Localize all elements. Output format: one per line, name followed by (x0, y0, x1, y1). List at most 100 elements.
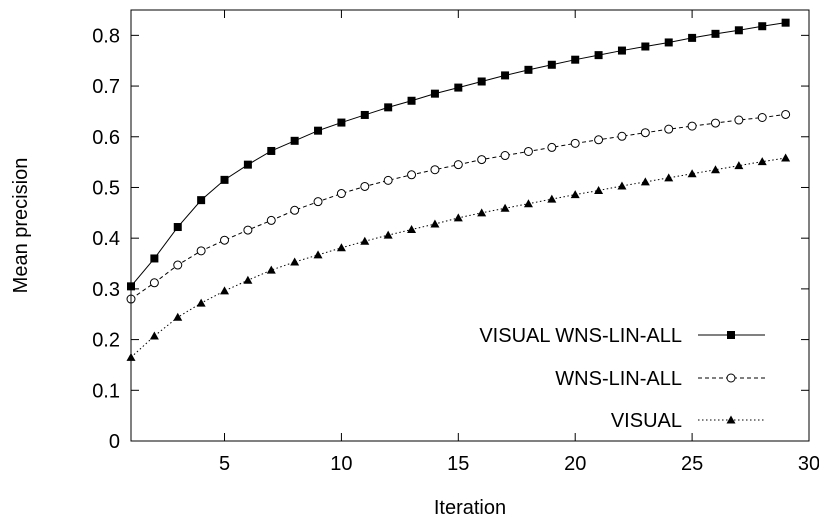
data-point (641, 42, 650, 51)
data-point (266, 215, 276, 225)
data-point (501, 71, 510, 80)
data-point (734, 26, 743, 35)
data-point (570, 138, 580, 148)
data-point (313, 250, 323, 259)
data-point (664, 124, 674, 134)
x-tick-label: 15 (447, 453, 469, 475)
x-tick-label: 25 (681, 453, 703, 475)
data-point (594, 135, 604, 145)
y-tick-label: 0 (109, 431, 120, 453)
data-point (734, 161, 744, 170)
data-point (594, 51, 603, 60)
data-point (757, 157, 767, 166)
data-point (758, 22, 767, 31)
data-point (687, 121, 697, 131)
data-point (243, 275, 253, 284)
data-point (571, 55, 580, 64)
data-point (360, 181, 370, 191)
y-tick-label: 0.3 (92, 279, 120, 301)
data-point (383, 175, 393, 185)
data-point (197, 196, 206, 205)
data-point (430, 165, 440, 175)
axis-ticks: 0 0.1 0.2 0.3 0.4 0.5 0.6 0.7 0.8 5 10 15 20 25 30 (92, 10, 819, 475)
data-point (547, 60, 556, 69)
data-point (734, 115, 744, 125)
data-point (430, 89, 439, 98)
data-point (173, 223, 182, 232)
data-point (781, 18, 790, 27)
data-point (220, 286, 230, 295)
legend-label: WNS-LIN-ALL (555, 368, 682, 390)
x-axis-title: Iteration (434, 497, 506, 519)
data-point (336, 243, 346, 252)
data-point (220, 175, 229, 184)
data-point (617, 46, 626, 55)
data-point (243, 160, 252, 169)
data-point (196, 246, 206, 256)
data-point (547, 194, 557, 203)
x-tick-label: 5 (219, 453, 230, 475)
data-point (570, 190, 580, 199)
series-3 (126, 153, 791, 361)
data-point (594, 186, 604, 195)
data-point (687, 169, 697, 178)
y-tick-label: 0.5 (92, 177, 120, 199)
y-tick-label: 0.7 (92, 76, 120, 98)
data-point (196, 298, 206, 307)
y-tick-label: 0.4 (92, 228, 120, 250)
data-point (173, 312, 183, 321)
data-point (781, 109, 791, 119)
data-point (500, 151, 510, 161)
legend: VISUAL WNS-LIN-ALL WNS-LIN-ALL VISUAL (479, 325, 765, 432)
data-point (313, 197, 323, 207)
data-point (664, 173, 674, 182)
data-point (220, 235, 230, 245)
y-tick-label: 0.8 (92, 25, 120, 47)
data-point (688, 33, 697, 42)
data-point (383, 230, 393, 239)
data-point (336, 189, 346, 199)
data-point (710, 118, 720, 128)
data-point (617, 131, 627, 141)
data-point (290, 136, 299, 145)
y-tick-label: 0.2 (92, 330, 120, 352)
x-tick-label: 30 (798, 453, 819, 475)
data-point (523, 199, 533, 208)
plot-frame (130, 9, 810, 442)
legend-label: VISUAL WNS-LIN-ALL (479, 325, 682, 347)
data-point (407, 170, 417, 180)
data-point (149, 278, 159, 288)
series-line (130, 113, 786, 300)
data-point (430, 219, 440, 228)
data-point (173, 260, 183, 270)
data-point (243, 225, 253, 235)
data-point (640, 177, 650, 186)
legend-label: VISUAL (611, 410, 682, 432)
data-point (266, 265, 276, 274)
series-layer (126, 18, 791, 361)
data-point (407, 225, 417, 234)
x-tick-label: 20 (564, 453, 586, 475)
data-point (453, 213, 463, 222)
data-point (500, 203, 510, 212)
data-point (757, 112, 767, 122)
y-axis-title: Mean precision (10, 158, 32, 294)
series-1 (127, 18, 790, 291)
data-point (711, 29, 720, 38)
data-point (290, 205, 300, 215)
data-point (664, 38, 673, 47)
series-2 (126, 109, 791, 304)
data-point (384, 103, 393, 112)
data-point (150, 254, 159, 263)
data-point (617, 181, 627, 190)
legend-marker (727, 331, 735, 339)
data-point (710, 165, 720, 174)
data-point (337, 118, 346, 127)
y-tick-label: 0.6 (92, 127, 120, 149)
data-point (523, 146, 533, 156)
data-point (290, 257, 300, 266)
data-point (524, 65, 533, 74)
data-point (454, 83, 463, 92)
data-point (267, 146, 276, 155)
